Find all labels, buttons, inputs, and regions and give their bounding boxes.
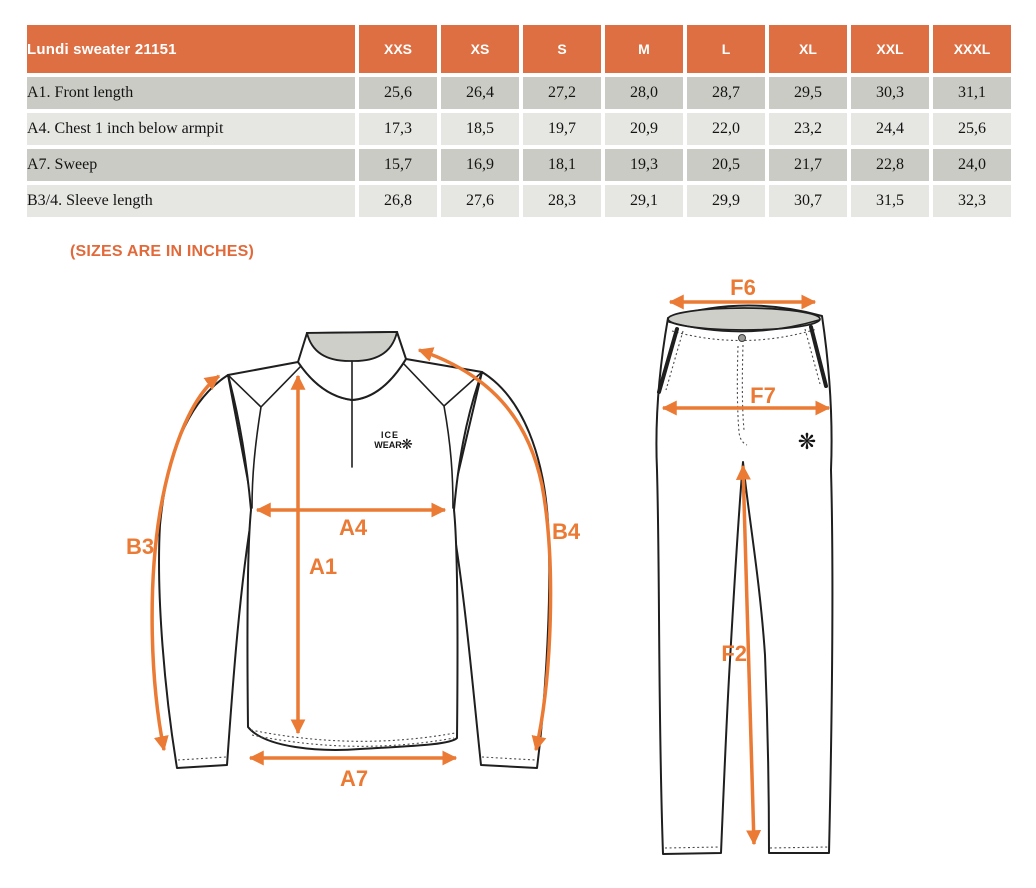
size-col-header-xs: XS [441, 25, 519, 73]
size-value: 29,9 [687, 185, 765, 217]
size-value: 25,6 [359, 77, 437, 109]
size-col-header-s: S [523, 25, 601, 73]
size-value: 24,4 [851, 113, 929, 145]
size-col-header-l: L [687, 25, 765, 73]
sweater-cuff-stitch [177, 756, 537, 761]
size-value: 25,6 [933, 113, 1011, 145]
size-table: Lundi sweater 21151 XXS XS S M L XL XXL … [23, 21, 1015, 221]
measure-arrow-sleeve-right [417, 347, 553, 752]
measure-label-sweep: A7 [340, 766, 368, 791]
size-value: 28,3 [523, 185, 601, 217]
pants-waistband-edge [668, 319, 820, 333]
sweater-body [227, 358, 483, 751]
size-value: 18,1 [523, 149, 601, 181]
brand-logo-line1: ICE [381, 430, 399, 440]
measure-label-hip: F7 [750, 383, 776, 408]
pants-button [738, 334, 746, 342]
size-value: 17,3 [359, 113, 437, 145]
size-value: 22,0 [687, 113, 765, 145]
size-value: 29,5 [769, 77, 847, 109]
size-value: 18,5 [441, 113, 519, 145]
size-value: 28,0 [605, 77, 683, 109]
sweater-raglan-seam-left [227, 365, 302, 509]
size-col-header-xxl: XXL [851, 25, 929, 73]
size-value: 23,2 [769, 113, 847, 145]
table-row: A1. Front length 25,6 26,4 27,2 28,0 28,… [27, 77, 1011, 109]
measure-label-inseam: F2 [721, 641, 747, 666]
units-note: (SIZES ARE IN INCHES) [70, 243, 255, 260]
pants-left-pocket [657, 327, 679, 394]
measure-label-sleeve-right: B4 [552, 519, 581, 544]
measure-label-waist: F6 [730, 275, 756, 300]
size-col-header-xl: XL [769, 25, 847, 73]
brand-logo-line2: WEAR [374, 440, 402, 450]
size-value: 15,7 [359, 149, 437, 181]
pants-diagram: ❋ F6 F7 F2 [655, 275, 834, 855]
table-title: Lundi sweater 21151 [27, 25, 355, 73]
table-row: A7. Sweep 15,7 16,9 18,1 19,3 20,5 21,7 … [27, 149, 1011, 181]
size-col-header-m: M [605, 25, 683, 73]
size-value: 27,6 [441, 185, 519, 217]
pants-waistband-stitch [671, 328, 818, 342]
measure-arrow-sleeve-left [150, 374, 221, 752]
table-row: B3/4. Sleeve length 26,8 27,6 28,3 29,1 … [27, 185, 1011, 217]
size-value: 19,7 [523, 113, 601, 145]
size-value: 19,3 [605, 149, 683, 181]
snowflake-icon: ❋ [401, 437, 413, 453]
table-header-row: Lundi sweater 21151 XXS XS S M L XL XXL … [27, 25, 1011, 73]
row-label: A4. Chest 1 inch below armpit [27, 113, 355, 145]
measure-label-front-length: A1 [309, 554, 337, 579]
size-value: 31,5 [851, 185, 929, 217]
pants-left-pocket-stitch [665, 330, 684, 391]
size-value: 27,2 [523, 77, 601, 109]
size-value: 30,7 [769, 185, 847, 217]
size-col-header-xxxl: XXXL [933, 25, 1011, 73]
size-value: 30,3 [851, 77, 929, 109]
table-row: A4. Chest 1 inch below armpit 17,3 18,5 … [27, 113, 1011, 145]
row-label: A1. Front length [27, 77, 355, 109]
size-value: 31,1 [933, 77, 1011, 109]
size-value: 20,5 [687, 149, 765, 181]
measure-arrow-inseam [735, 464, 762, 846]
size-value: 21,7 [769, 149, 847, 181]
size-value: 26,4 [441, 77, 519, 109]
size-value: 20,9 [605, 113, 683, 145]
size-col-header-xxs: XXS [359, 25, 437, 73]
size-value: 28,7 [687, 77, 765, 109]
pants-right-pocket [809, 325, 828, 388]
size-value: 26,8 [359, 185, 437, 217]
pants-fly-stitch [736, 344, 748, 446]
pants-body [655, 304, 834, 855]
size-value: 32,3 [933, 185, 1011, 217]
row-label: B3/4. Sleeve length [27, 185, 355, 217]
size-value: 22,8 [851, 149, 929, 181]
measure-label-sleeve-left: B3 [126, 534, 154, 559]
pants-right-pocket-stitch [804, 328, 821, 385]
snowflake-icon: ❋ [798, 430, 816, 455]
pants-hem-stitch [664, 846, 829, 849]
sweater-diagram: ICE WEAR ❋ A4 A1 A7 B3 B4 [126, 331, 581, 791]
row-label: A7. Sweep [27, 149, 355, 181]
size-value: 16,9 [441, 149, 519, 181]
size-value: 24,0 [933, 149, 1011, 181]
measure-label-chest: A4 [339, 515, 368, 540]
size-value: 29,1 [605, 185, 683, 217]
sweater-left-sleeve [158, 374, 254, 769]
